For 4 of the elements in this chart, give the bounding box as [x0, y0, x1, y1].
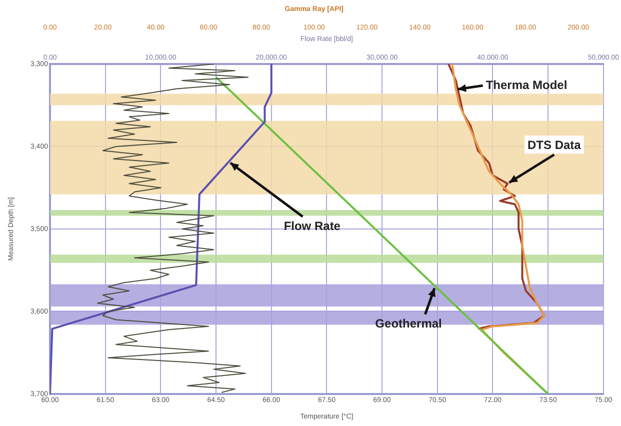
text: Flow Rate [284, 218, 341, 233]
series-label: Geothermal [375, 316, 442, 331]
text: Therma Model [486, 78, 568, 92]
text: DTS Data [528, 138, 582, 152]
